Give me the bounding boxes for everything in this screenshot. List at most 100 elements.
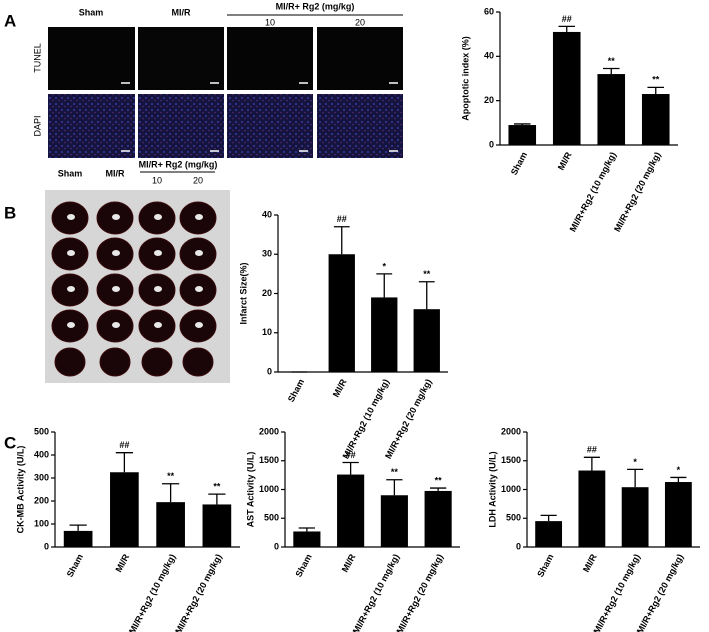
lumen: [112, 322, 120, 328]
y-tick-label: 10: [262, 327, 272, 337]
y-tick-label: 500: [506, 513, 521, 523]
x-tick-label: MI/R+Rg2 (20 mg/kg): [173, 552, 224, 632]
y-axis-label: Infarct Size(%): [238, 262, 248, 324]
y-tick-label: 40: [262, 209, 272, 219]
significance: ##: [346, 450, 356, 460]
y-tick-label: 30: [262, 249, 272, 259]
y-axis-label: Apoptotic index (%): [460, 36, 470, 121]
heart-slice: [141, 347, 173, 377]
x-tick-label: MI/R: [331, 377, 349, 399]
row-label: DAPI: [32, 115, 42, 136]
lumen: [154, 214, 162, 220]
x-tick-label: MI/R: [581, 552, 599, 574]
column-label: Sham: [79, 7, 104, 17]
lumen: [154, 322, 162, 328]
heart-slice: [182, 347, 214, 377]
y-axis-label: CK-MB Activity (U/L): [15, 446, 25, 534]
lumen: [195, 322, 203, 328]
bar: [110, 472, 139, 547]
y-tick-label: 1000: [259, 484, 279, 494]
x-tick-label: MI/R: [113, 552, 131, 574]
lumen: [112, 214, 120, 220]
lumen: [112, 250, 120, 256]
x-tick-label: MI/R+Rg2 (10 mg/kg): [341, 377, 392, 460]
bar: [63, 530, 93, 547]
panel-letter: A: [4, 11, 16, 30]
bar: [664, 482, 692, 547]
panel-letter: B: [4, 203, 16, 222]
x-tick-label: MI/R+Rg2 (20 mg/kg): [635, 552, 686, 632]
lumen: [154, 250, 162, 256]
x-tick-label: Sham: [535, 552, 555, 578]
y-tick-label: 60: [484, 6, 494, 16]
x-tick-label: MI/R+Rg2 (20 mg/kg): [612, 150, 663, 233]
bar: [552, 31, 581, 146]
heart-slices: [51, 201, 217, 377]
bar: [413, 309, 440, 372]
x-tick-label: Sham: [293, 552, 313, 578]
x-tick-label: MI/R+Rg2 (20 mg/kg): [394, 552, 445, 632]
column-label: MI/R: [106, 168, 125, 178]
significance: *: [382, 261, 386, 271]
bar: [578, 470, 606, 547]
x-tick-label: MI/R: [556, 150, 574, 172]
lumen: [195, 214, 203, 220]
y-tick-label: 300: [34, 472, 49, 482]
panel-letter: C: [4, 433, 16, 452]
x-tick-label: MI/R+Rg2 (10 mg/kg): [591, 552, 642, 632]
dose-label: 20: [193, 175, 203, 185]
lumen: [195, 286, 203, 292]
bar: [641, 94, 670, 145]
row-label: TUNEL: [32, 43, 42, 73]
y-tick-label: 2000: [259, 426, 279, 436]
x-tick-label: Sham: [509, 150, 529, 176]
x-tick-label: MI/R+Rg2 (20 mg/kg): [383, 377, 434, 460]
y-tick-label: 500: [264, 513, 279, 523]
x-tick-label: MI/R: [340, 552, 358, 574]
group-label: MI/R+ Rg2 (mg/kg): [276, 1, 355, 11]
lumen: [154, 286, 162, 292]
significance: **: [652, 75, 660, 85]
x-tick-label: MI/R+Rg2 (10 mg/kg): [568, 150, 619, 233]
heart-slice: [99, 347, 131, 377]
y-tick-label: 100: [34, 518, 49, 528]
y-tick-label: 200: [34, 495, 49, 505]
lumen: [67, 250, 75, 256]
bar: [621, 487, 649, 547]
group-label: MI/R+ Rg2 (mg/kg): [139, 159, 218, 169]
bar: [371, 297, 398, 372]
lumen: [112, 286, 120, 292]
significance: ##: [337, 214, 347, 224]
y-tick-label: 2000: [501, 426, 521, 436]
significance: ##: [587, 445, 597, 455]
x-tick-label: Sham: [286, 377, 306, 403]
bar: [508, 125, 537, 145]
y-tick-label: 0: [44, 541, 49, 551]
dose-label: 10: [265, 17, 275, 27]
lumen: [195, 250, 203, 256]
significance: **: [435, 475, 443, 485]
y-tick-label: 400: [34, 449, 49, 459]
bar: [293, 531, 321, 547]
y-tick-label: 0: [516, 541, 521, 551]
significance: ##: [562, 14, 572, 24]
lumen: [67, 286, 75, 292]
y-tick-label: 1500: [501, 455, 521, 465]
significance: *: [677, 465, 681, 475]
bar: [380, 495, 408, 547]
x-tick-label: Sham: [65, 552, 85, 578]
y-tick-label: 1000: [501, 484, 521, 494]
significance: **: [608, 56, 616, 66]
significance: *: [633, 457, 637, 467]
tunel-images: [48, 14, 403, 158]
dose-label: 20: [355, 17, 365, 27]
bar: [597, 74, 626, 145]
y-tick-label: 1500: [259, 455, 279, 465]
y-tick-label: 0: [267, 366, 272, 376]
bar: [424, 490, 452, 547]
significance: ##: [119, 440, 129, 450]
heart-slice: [54, 347, 86, 377]
y-tick-label: 20: [262, 288, 272, 298]
y-tick-label: 0: [274, 541, 279, 551]
significance: **: [213, 481, 221, 491]
